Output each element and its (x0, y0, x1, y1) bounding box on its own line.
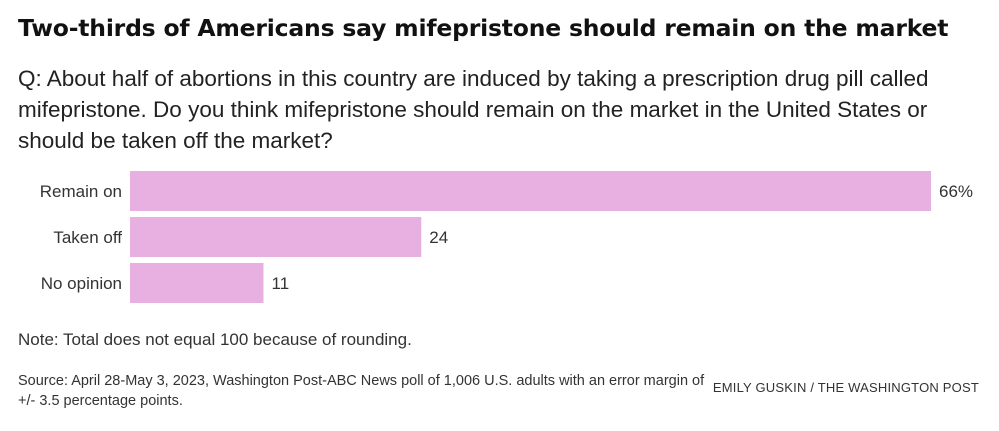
bar-chart: Remain on 66% Taken off 24 No opinion 11 (40, 171, 973, 303)
value-label: 66% (939, 182, 973, 201)
category-label: Taken off (53, 228, 122, 247)
value-label: 11 (272, 274, 290, 293)
chart-title: Two-thirds of Americans say mifepristone… (18, 14, 949, 42)
bar-no-opinion (130, 263, 264, 303)
survey-question: Q: About half of abortions in this count… (18, 66, 929, 153)
category-label: No opinion (41, 274, 122, 293)
bar-taken-off (130, 217, 422, 257)
chart-credit: EMILY GUSKIN / THE WASHINGTON POST (712, 380, 979, 395)
bar-remain-on (130, 171, 931, 211)
chart-source: Source: April 28-May 3, 2023, Washington… (18, 373, 705, 409)
chart-note: Note: Total does not equal 100 because o… (18, 330, 412, 349)
category-label: Remain on (40, 182, 122, 201)
value-label: 24 (429, 228, 448, 247)
